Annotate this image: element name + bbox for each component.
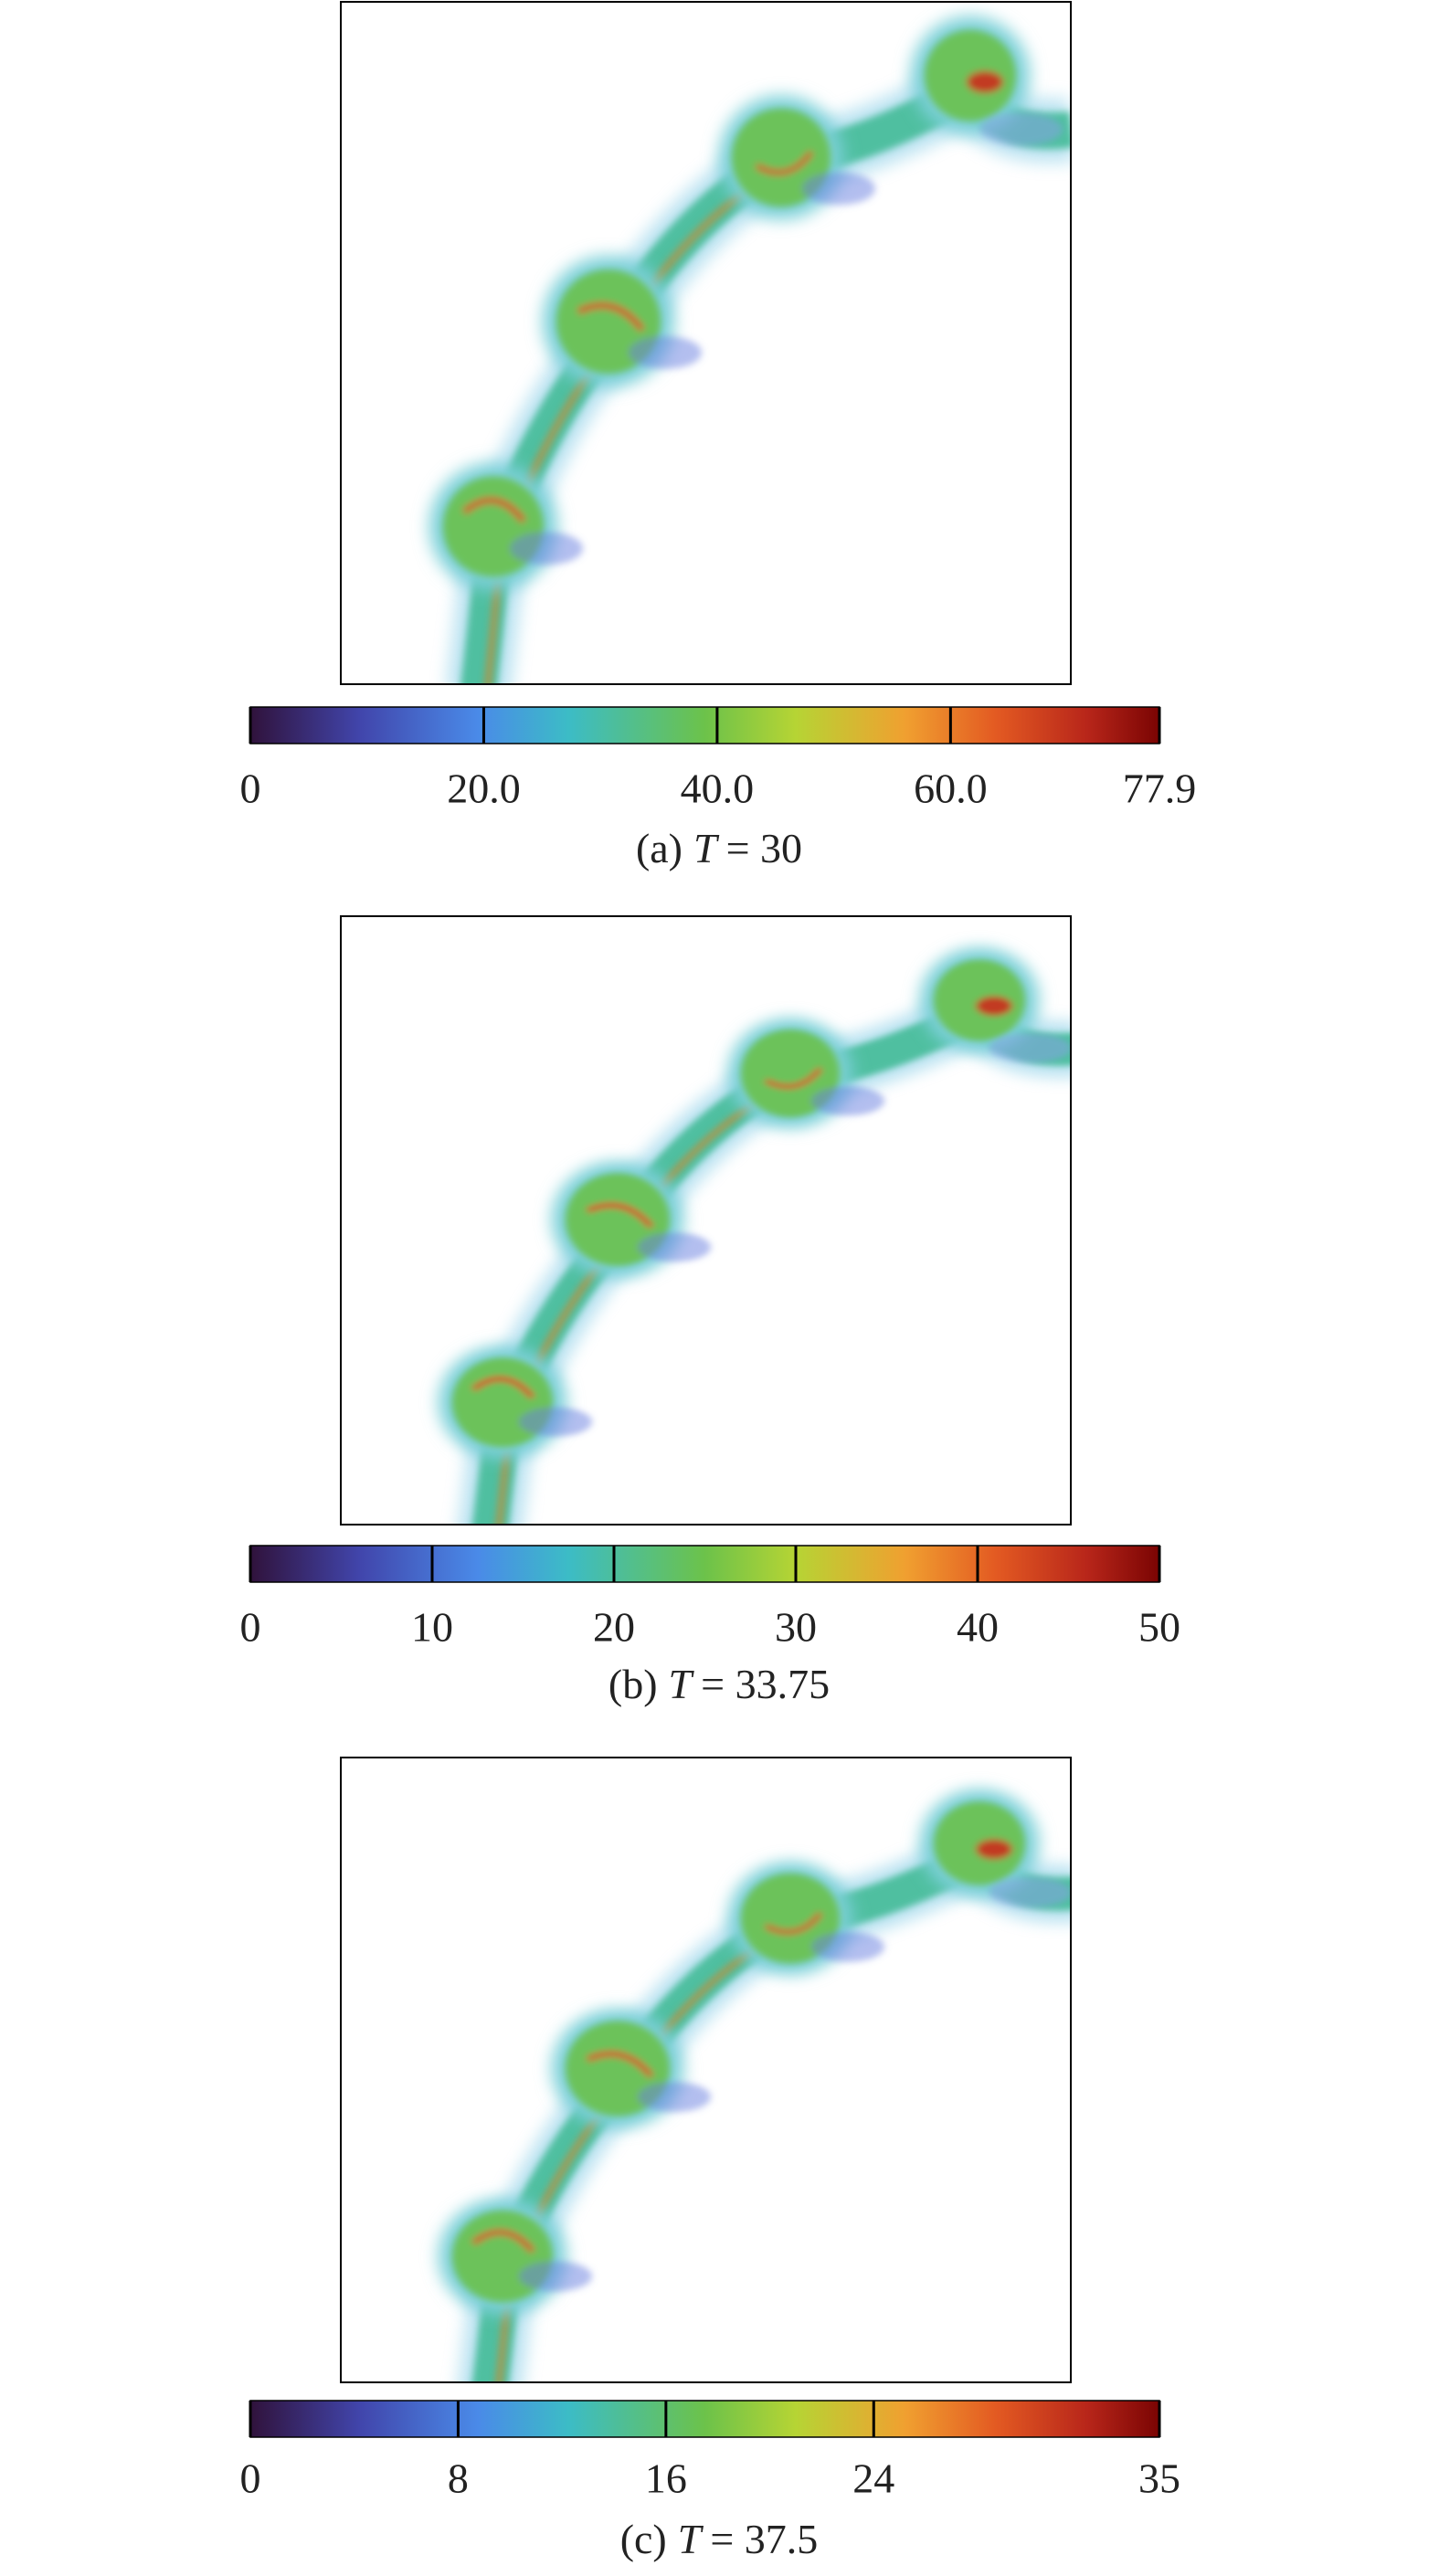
caption-variable: T	[678, 2516, 704, 2562]
colorbar	[249, 1545, 1160, 1583]
colorbar-tick-label: 10	[411, 1604, 453, 1651]
caption: (b) T = 33.75	[608, 1661, 830, 1707]
panel: 0 8 16 24 35 (c) T = 37.5	[240, 1757, 1180, 2562]
colorbar	[249, 2400, 1160, 2438]
colorbar	[249, 706, 1160, 744]
flow-image	[439, 947, 1081, 1552]
flow-field	[439, 1789, 1081, 2410]
colorbar-tick-label: 0	[240, 2455, 261, 2502]
colorbar-tick-label: 77.9	[1123, 765, 1197, 812]
flow-image	[439, 1789, 1081, 2410]
plot-frame	[340, 1757, 1072, 2383]
colorbar-tick-label: 0	[240, 765, 261, 812]
flow-field	[429, 16, 1072, 694]
colorbar-tick-label: 16	[645, 2455, 687, 2502]
colorbar-tick-label: 40.0	[681, 765, 755, 812]
flow-image	[429, 16, 1072, 694]
plot-frame	[340, 915, 1072, 1526]
colorbar-tick-label: 24	[852, 2455, 894, 2502]
panel: 0 20.0 40.0 60.0 77.9 (a) T = 30	[240, 1, 1197, 871]
caption-label: (a)	[636, 825, 682, 871]
colorbar-tick-label: 8	[448, 2455, 469, 2502]
colorbar-tick-label: 50	[1138, 1604, 1180, 1651]
caption-value: = 37.5	[710, 2516, 818, 2562]
colorbar-tick-label: 20	[593, 1604, 635, 1651]
colorbar-tick-label: 0	[240, 1604, 261, 1651]
caption-label: (c)	[620, 2516, 667, 2562]
colorbar-tick-label: 20.0	[447, 765, 521, 812]
caption-variable: T	[693, 825, 720, 871]
caption-value: = 33.75	[701, 1661, 830, 1707]
caption-variable: T	[669, 1661, 695, 1707]
plot-frame	[340, 1, 1072, 685]
colorbar-tick-label: 35	[1138, 2455, 1180, 2502]
caption-value: = 30	[726, 825, 802, 871]
flow-field	[439, 947, 1081, 1552]
caption: (a) T = 30	[636, 825, 802, 871]
colorbar-tick-label: 40	[957, 1604, 999, 1651]
caption: (c) T = 37.5	[620, 2516, 819, 2562]
colorbar-tick-label: 60.0	[914, 765, 988, 812]
panel: 0 10 20 30 40 50 (b) T = 33.75	[240, 915, 1180, 1707]
colorbar-tick-label: 30	[775, 1604, 817, 1651]
caption-label: (b)	[608, 1661, 658, 1707]
